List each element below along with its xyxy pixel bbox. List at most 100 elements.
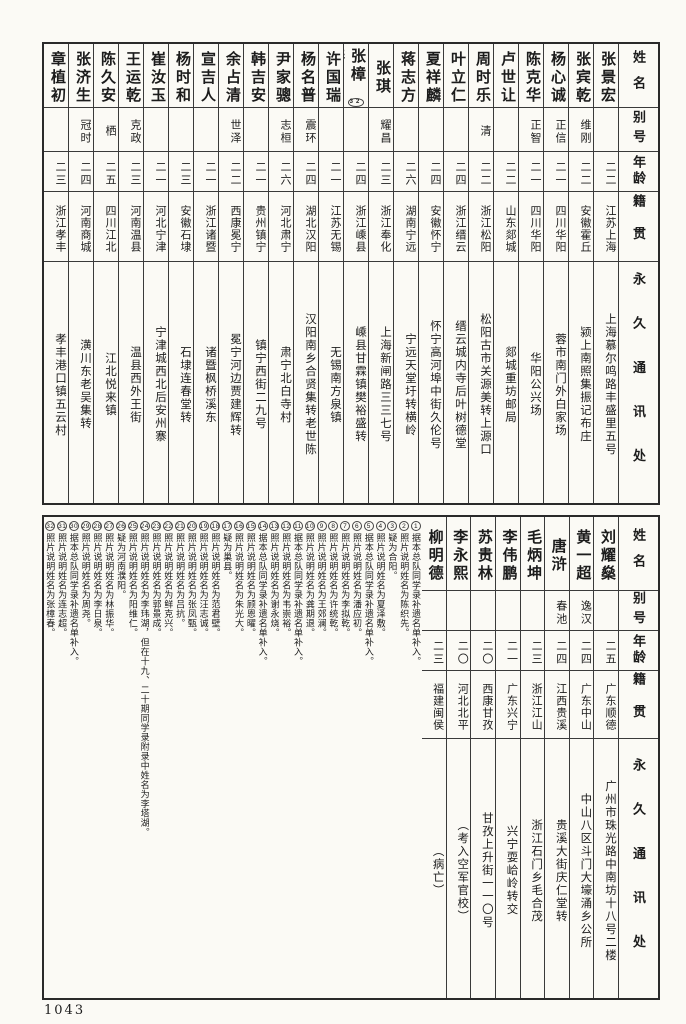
footnote-text: 疑为河南濮阳。 (116, 533, 127, 600)
cell-address: 郯城重坊邮局 (504, 345, 516, 424)
entry-column: 张济生 冠时 二四 河南商城 潢川东老吴集转 (68, 44, 93, 503)
entry-column: 陈久安 栖 二五 四川江北 江北悦来镇 (93, 44, 118, 503)
cell-alias (446, 591, 471, 631)
cell-native-place: 江西贵溪 (545, 671, 569, 739)
cell-address: 无锡南方泉镇 (329, 345, 341, 424)
footnote-number: 27 (104, 521, 115, 531)
footnote-text: 照片说明姓名为汪志诚。 (198, 533, 209, 638)
cell-age: 二一 (319, 152, 343, 192)
cell-native-place: 西康甘孜 (471, 671, 495, 739)
footnote-number: 31 (57, 521, 68, 531)
cell-address: 怀宁高河埠中街久伦号 (429, 319, 441, 450)
cell-native-place: 湖南宁远 (394, 192, 418, 262)
person-name: 李永熙 (451, 528, 469, 583)
cell-name: 杨心诚 (544, 44, 568, 108)
cell-alias: 正信 (544, 108, 568, 152)
cell-address: （考入空军官校） (456, 818, 469, 923)
footnote-text: 照片说明姓名为许统乾。 (328, 533, 339, 638)
footnote-item: 5 据本总队同学录补遗名单补入。 (362, 521, 374, 998)
person-name: 陈久安 (99, 50, 116, 105)
cell-address: 诸暨枫桥溪东 (204, 345, 216, 424)
cell-native-place: 浙江孝丰 (44, 192, 68, 262)
cell-address: 宁远天堂圩转横岭 (404, 332, 416, 437)
footnote-text: 照片说明姓名为谢永烧。 (269, 533, 280, 638)
cell-address: 镇宁西街二九号 (254, 339, 266, 430)
footnote-text: 疑为巢县。 (222, 533, 233, 581)
cell-alias: 逸汉 (569, 591, 594, 631)
cell-alias (422, 591, 446, 631)
cell-alias (471, 591, 495, 631)
cell-name: 夏祥麟 (419, 44, 443, 108)
cell-age: 二五 (594, 631, 618, 671)
cell-age: 二一 (544, 152, 568, 192)
person-name: 张景宏 (599, 50, 616, 105)
footnote-number: 11 (293, 521, 304, 531)
footnote-number: 17 (222, 521, 233, 531)
cell-name: 陈克华 (519, 44, 543, 108)
cell-name: 许国瑞 (319, 44, 343, 108)
entry-column: 张琪 耀昌 二三 浙江奉化 上海新闸路三三七号 (368, 44, 393, 503)
footnote-text: 据本总队同学录补遗名单补入。 (293, 533, 304, 666)
footnote-text: 照片说明姓名为夏泽敷。 (375, 533, 386, 638)
footnote-text: 照片说明姓名为张樟春。 (45, 533, 56, 638)
footnote-item: 16 照片说明姓名为朱光大。 (232, 521, 245, 998)
cell-age: 二六 (394, 152, 418, 192)
cell-alias (520, 591, 545, 631)
cell-address: 兴宁耍峆岭转交 (505, 825, 518, 916)
cell-native-place: 浙江嵊县 (344, 192, 368, 262)
cell-native-place: 江苏无锡 (319, 192, 343, 262)
footnote-number: 15 (245, 521, 256, 531)
cell-age: 二三 (422, 631, 446, 671)
cell-address: 广州市珠光路中南坊十八号二楼 (604, 779, 616, 962)
person-name: 夏祥麟 (424, 50, 441, 105)
person-name: 尹家骢 (274, 50, 291, 105)
footnote-number: 19 (198, 521, 209, 531)
cell-native-place: 河北北平 (446, 671, 471, 739)
footnote-item: 19 照片说明姓名为汪志诚。 (197, 521, 209, 998)
footnote-number: 14 (257, 521, 268, 531)
footnote-text: 照片说明姓名为周尧。 (80, 533, 91, 628)
cell-native-place: 福建闽侯 (422, 671, 446, 739)
footnote-number: 24 (139, 521, 150, 531)
cell-alias: 春池 (545, 591, 569, 631)
footnotes-cell: 1据本总队同学录补遗名单补入。 2照片说明姓名为陈织先。 3疑为合阳。 4照片说明姓名… (44, 517, 422, 998)
cell-address: 温县西外王街 (129, 345, 141, 424)
footnote-item: 31 照片说明姓名为连志超。 (55, 521, 68, 998)
cell-age: 二三 (520, 631, 545, 671)
cell-alias (44, 108, 68, 152)
row-header-column: 姓名 别号 年龄 籍贯 永久通讯处 (618, 517, 658, 998)
cell-native-place: 四川华阳 (544, 192, 568, 262)
cell-name: 杨时和 (169, 44, 193, 108)
entry-column: 余占清 世泽 二二 西康冕宁 冕宁河边贾建辉转 (218, 44, 243, 503)
person-name: 崔汝玉 (149, 50, 166, 105)
cell-age: 二二 (469, 152, 493, 192)
cell-age: 二〇 (471, 631, 495, 671)
entry-column: 夏祥麟 二四 安徽怀宁 怀宁高河埠中街久伦号 (418, 44, 443, 503)
footnote-item: 13 照片说明姓名为谢永烧。 (268, 521, 280, 998)
cell-address: 江北悦来镇 (104, 352, 116, 417)
cell-name: 宣吉人 (194, 44, 218, 108)
cell-address: 华阳公兴场 (529, 352, 541, 417)
cell-name: 黄一超 (569, 517, 594, 591)
footnote-text: 照片说明姓名为韦崇裕。 (281, 533, 292, 638)
cell-name: 毛炳坤 (520, 517, 545, 591)
footnote-item: 24 照片说明姓名为李玮湖，但在十九、二十期同学录附录中姓名为李塔湖。 (138, 521, 150, 998)
person-name: 余占清 (224, 50, 241, 105)
entry-column: 苏贵林 二〇 西康甘孜 甘孜上升街一一〇号 (470, 517, 495, 998)
entry-column: 许国瑞 二一 江苏无锡 无锡南方泉镇 (318, 44, 343, 503)
cell-native-place: 河南温县 (119, 192, 143, 262)
cell-address: 宁津城西北后安州寨 (154, 326, 166, 443)
footnote-number: 21 (175, 521, 186, 531)
header-name: 姓名 (619, 44, 658, 108)
cell-alias: 震环 (294, 108, 318, 152)
cell-address: 肃宁北白寺村 (279, 345, 291, 424)
cell-name: 叶立仁 (444, 44, 468, 108)
entry-column: 柳明德 二三 福建闽侯 （病亡） (422, 517, 446, 998)
cell-alias (495, 591, 520, 631)
cell-age: 二一 (144, 152, 168, 192)
cell-address: 汉阳南乡合贤集转老世陈 (304, 313, 316, 456)
footnotes-list: 1据本总队同学录补遗名单补入。 2照片说明姓名为陈织先。 3疑为合阳。 4照片说明姓名… (44, 517, 422, 998)
footnote-item: 7 照片说明姓名为李拟乾。 (338, 521, 351, 998)
cell-age: 二二 (494, 152, 518, 192)
cell-age: 二一 (519, 152, 543, 192)
